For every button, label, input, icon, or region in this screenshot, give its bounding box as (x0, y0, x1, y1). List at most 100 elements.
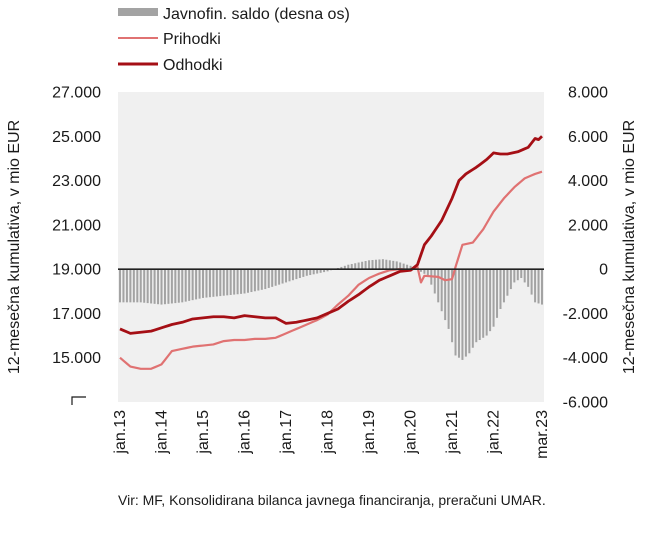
saldo-bar (132, 269, 135, 303)
axis-break-marker (71, 396, 86, 405)
saldo-bar (433, 269, 436, 294)
saldo-bar (534, 269, 537, 303)
saldo-bar (305, 269, 308, 276)
saldo-bar (471, 269, 474, 348)
saldo-bar (288, 269, 291, 282)
left-tick-label: 21.000 (52, 217, 101, 234)
saldo-bar (295, 269, 298, 280)
saldo-bar (309, 269, 312, 276)
saldo-bar (361, 261, 364, 270)
saldo-bar (177, 269, 180, 303)
lines (119, 135, 543, 370)
saldo-bar (260, 269, 263, 290)
saldo-bar (208, 269, 211, 298)
saldo-bar (451, 269, 454, 343)
saldo-bar (281, 269, 284, 284)
saldo-bar (188, 269, 191, 301)
saldo-bar (492, 269, 495, 327)
saldo-bar (357, 262, 360, 270)
saldo-bar (143, 269, 146, 303)
saldo-bar (340, 266, 343, 270)
x-tick-label: jan.13 (112, 410, 129, 455)
saldo-bar (468, 269, 471, 354)
saldo-bar (250, 269, 253, 293)
x-tick-label: jan.18 (320, 410, 337, 455)
saldo-bar (316, 269, 319, 274)
saldo-bar (489, 269, 492, 332)
saldo-bar (447, 269, 450, 329)
saldo-bar (253, 269, 256, 292)
right-tick-label: -4.000 (563, 350, 608, 367)
saldo-bar (233, 269, 236, 295)
saldo-bar (215, 269, 218, 297)
saldo-bar (267, 269, 270, 288)
saldo-bar (226, 269, 229, 296)
saldo-bar (461, 269, 464, 360)
source-note: Vir: MF, Konsolidirana bilanca javnega f… (118, 492, 546, 508)
saldo-bar (385, 259, 388, 270)
legend-label-odhodki: Odhodki (163, 57, 223, 74)
saldo-bar (236, 269, 239, 295)
legend: Javnofin. saldo (desna os) Prihodki Odho… (118, 6, 350, 74)
saldo-bar (119, 269, 121, 303)
left-tick-label: 15.000 (52, 350, 101, 367)
saldo-bar (347, 264, 350, 270)
x-tick-label: jan.14 (154, 410, 171, 455)
right-tick-label: -6.000 (563, 395, 608, 412)
saldo-bar (437, 269, 440, 303)
saldo-bar (219, 269, 222, 297)
saldo-bar (285, 269, 288, 283)
saldo-bar (374, 259, 377, 270)
saldo-bar (174, 269, 177, 304)
saldo-bar (527, 269, 530, 287)
saldo-bar (129, 269, 132, 303)
saldo-bar (319, 269, 322, 273)
saldo-bar (264, 269, 267, 290)
saldo-bar (257, 269, 260, 291)
saldo-bar (298, 269, 301, 278)
saldo-bar (343, 265, 346, 270)
x-tick-label: mar.23 (534, 410, 551, 459)
saldo-bar (464, 269, 467, 357)
saldo-bar (482, 269, 485, 338)
saldo-bar (198, 269, 201, 299)
saldo-bar (388, 260, 391, 270)
saldo-bar (406, 264, 409, 270)
saldo-bar (212, 269, 215, 297)
saldo-bars (119, 259, 543, 360)
saldo-bar (229, 269, 232, 295)
saldo-bar (163, 269, 166, 305)
saldo-bar (496, 269, 499, 318)
saldo-bar (506, 269, 509, 296)
saldo-bar (381, 259, 384, 270)
saldo-bar (136, 269, 139, 303)
x-tick-label: jan.19 (361, 410, 378, 455)
saldo-bar (440, 269, 443, 312)
saldo-bar (395, 261, 398, 270)
saldo-bar (350, 263, 353, 270)
saldo-bar (170, 269, 173, 304)
saldo-bar (125, 269, 128, 303)
saldo-bar (184, 269, 187, 302)
saldo-bar (153, 269, 156, 304)
x-tick-label: jan.22 (486, 410, 503, 455)
saldo-bar (392, 260, 395, 270)
saldo-bar (146, 269, 149, 304)
saldo-bar (271, 269, 274, 287)
left-axis-title: 12-mesečna kumulativa, v mio EUR (6, 120, 23, 374)
right-tick-label: -2.000 (563, 306, 608, 323)
saldo-bar (181, 269, 184, 303)
saldo-bar (291, 269, 294, 281)
saldo-bar (541, 269, 543, 305)
saldo-bar (426, 269, 429, 276)
saldo-bar (371, 260, 374, 270)
saldo-bar (302, 269, 305, 277)
saldo-bar (243, 269, 246, 294)
legend-label-prihodki: Prihodki (163, 31, 221, 48)
saldo-bar (274, 269, 277, 286)
right-axis-title: 12-mesečna kumulativa, v mio EUR (621, 120, 638, 374)
saldo-bar (520, 269, 523, 278)
saldo-bar (530, 269, 533, 295)
right-tick-label: 6.000 (568, 129, 608, 146)
saldo-bar (502, 269, 505, 303)
